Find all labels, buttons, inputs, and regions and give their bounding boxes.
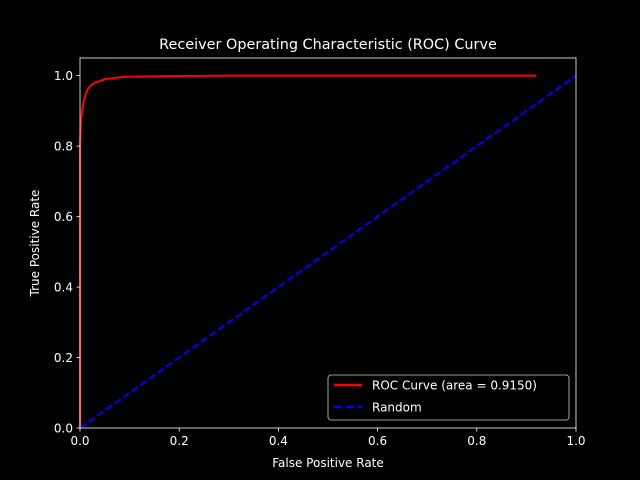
chart-title: Receiver Operating Characteristic (ROC) … bbox=[159, 37, 497, 53]
x-tick-label: 0.4 bbox=[269, 434, 288, 448]
x-tick-label: 0.6 bbox=[368, 434, 387, 448]
legend-label-random: Random bbox=[372, 401, 422, 415]
y-tick-label: 0.6 bbox=[54, 210, 73, 224]
y-tick-label: 0.4 bbox=[54, 280, 73, 294]
y-axis-ticks: 0.0 0.2 0.4 0.6 0.8 1.0 bbox=[54, 69, 80, 435]
legend-label-roc: ROC Curve (area = 0.9150) bbox=[372, 379, 537, 393]
series-line-random bbox=[79, 74, 577, 429]
x-tick-label: 1.0 bbox=[566, 434, 585, 448]
legend: ROC Curve (area = 0.9150) Random bbox=[327, 374, 570, 421]
x-tick-label: 0.2 bbox=[170, 434, 189, 448]
legend-box bbox=[327, 374, 570, 421]
x-tick-label: 0.8 bbox=[467, 434, 486, 448]
y-tick-label: 0.2 bbox=[54, 351, 73, 365]
y-axis-label: True Positive Rate bbox=[28, 190, 42, 298]
x-axis-label: False Positive Rate bbox=[272, 456, 384, 470]
y-tick-label: 1.0 bbox=[54, 69, 73, 83]
x-axis-ticks: 0.0 0.2 0.4 0.6 0.8 1.0 bbox=[70, 428, 586, 448]
series-line-roc bbox=[79, 74, 537, 428]
x-tick-label: 0.0 bbox=[70, 434, 89, 448]
y-tick-label: 0.8 bbox=[54, 139, 73, 153]
axes-frame bbox=[79, 57, 577, 429]
series-layer bbox=[79, 74, 577, 429]
y-tick-label: 0.0 bbox=[54, 421, 73, 435]
